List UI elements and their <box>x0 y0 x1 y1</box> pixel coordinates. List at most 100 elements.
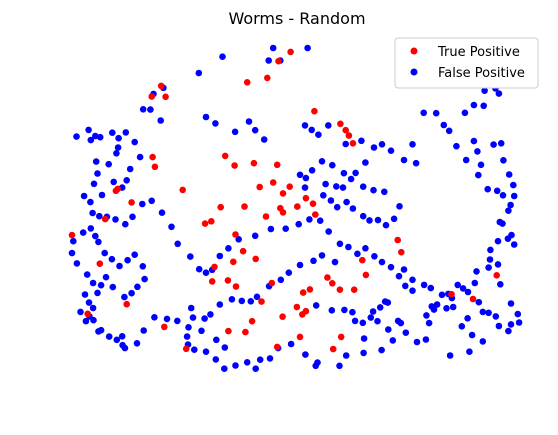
point-false-positive <box>508 231 515 239</box>
point-false-positive <box>487 246 494 254</box>
point-false-positive <box>213 336 220 344</box>
point-false-positive <box>260 136 268 143</box>
point-false-positive <box>133 340 141 347</box>
point-false-positive <box>96 212 103 220</box>
point-false-positive <box>110 178 117 186</box>
point-false-positive <box>89 279 97 287</box>
point-true-positive <box>269 179 277 186</box>
point-false-positive <box>412 159 420 167</box>
point-false-positive <box>85 299 93 306</box>
point-false-positive <box>128 289 135 297</box>
point-false-positive <box>195 69 203 77</box>
point-false-positive <box>269 44 277 52</box>
point-false-positive <box>387 147 395 154</box>
point-false-positive <box>134 283 141 291</box>
point-false-positive <box>515 319 523 326</box>
point-false-positive <box>505 207 512 214</box>
point-true-positive <box>123 300 130 308</box>
point-true-positive <box>232 283 240 290</box>
point-false-positive <box>400 266 408 273</box>
point-false-positive <box>343 198 350 206</box>
point-false-positive <box>494 237 502 245</box>
point-false-positive <box>121 293 128 301</box>
point-false-positive <box>333 203 341 211</box>
point-true-positive <box>252 255 259 263</box>
point-false-positive <box>322 180 329 188</box>
point-false-positive <box>308 126 316 134</box>
point-false-positive <box>157 117 164 124</box>
point-true-positive <box>148 93 155 100</box>
point-false-positive <box>304 44 311 52</box>
point-false-positive <box>73 260 81 267</box>
point-false-positive <box>219 53 226 60</box>
point-false-positive <box>116 262 123 270</box>
point-false-positive <box>497 140 505 147</box>
point-false-positive <box>474 148 481 155</box>
point-false-positive <box>325 228 333 235</box>
point-false-positive <box>341 306 348 314</box>
point-true-positive <box>101 215 109 223</box>
point-false-positive <box>360 349 367 357</box>
point-false-positive <box>158 209 166 216</box>
point-false-positive <box>464 288 472 296</box>
point-false-positive <box>378 258 386 266</box>
point-false-positive <box>499 192 507 199</box>
point-false-positive <box>90 180 98 188</box>
point-false-positive <box>131 138 138 146</box>
point-false-positive <box>389 337 397 344</box>
point-false-positive <box>445 127 453 135</box>
point-false-positive <box>505 327 512 335</box>
point-false-positive <box>454 281 462 289</box>
point-true-positive <box>224 277 232 284</box>
point-false-positive <box>342 140 350 148</box>
point-true-positive <box>264 74 271 82</box>
point-false-positive <box>122 220 129 228</box>
point-false-positive <box>122 129 130 136</box>
point-false-positive <box>490 141 497 148</box>
chart-title: Worms - Random <box>228 9 365 28</box>
point-false-positive <box>485 264 492 271</box>
point-false-positive <box>427 284 435 292</box>
point-false-positive <box>370 186 377 194</box>
point-false-positive <box>202 348 210 356</box>
point-false-positive <box>312 302 320 309</box>
point-false-positive <box>187 304 195 312</box>
point-false-positive <box>243 359 251 366</box>
point-true-positive <box>149 153 156 161</box>
point-false-positive <box>493 187 501 195</box>
point-false-positive <box>77 308 84 316</box>
point-false-positive <box>351 317 359 325</box>
point-true-positive <box>336 286 344 294</box>
point-true-positive <box>469 295 477 303</box>
point-true-positive <box>324 274 331 281</box>
point-false-positive <box>129 213 136 221</box>
point-false-positive <box>302 174 310 182</box>
legend-marker-false-positive <box>410 68 418 76</box>
point-true-positive <box>84 310 91 318</box>
point-false-positive <box>510 241 518 248</box>
point-true-positive <box>231 162 238 169</box>
point-false-positive <box>420 109 428 117</box>
point-false-positive <box>481 87 488 94</box>
point-false-positive <box>438 291 446 299</box>
point-false-positive <box>358 137 365 145</box>
point-false-positive <box>187 253 194 260</box>
point-false-positive <box>479 338 487 345</box>
point-false-positive <box>253 293 261 301</box>
point-false-positive <box>366 217 373 224</box>
point-false-positive <box>308 167 316 174</box>
point-false-positive <box>371 252 378 260</box>
point-false-positive <box>216 252 224 260</box>
point-true-positive <box>258 298 265 305</box>
point-false-positive <box>486 256 494 263</box>
point-false-positive <box>168 223 175 231</box>
point-false-positive <box>92 232 99 240</box>
point-false-positive <box>376 304 384 311</box>
scatter-points <box>68 44 523 373</box>
point-false-positive <box>228 296 236 303</box>
point-true-positive <box>302 194 310 202</box>
point-false-positive <box>96 133 104 141</box>
point-false-positive <box>359 183 367 190</box>
point-false-positive <box>367 314 375 321</box>
